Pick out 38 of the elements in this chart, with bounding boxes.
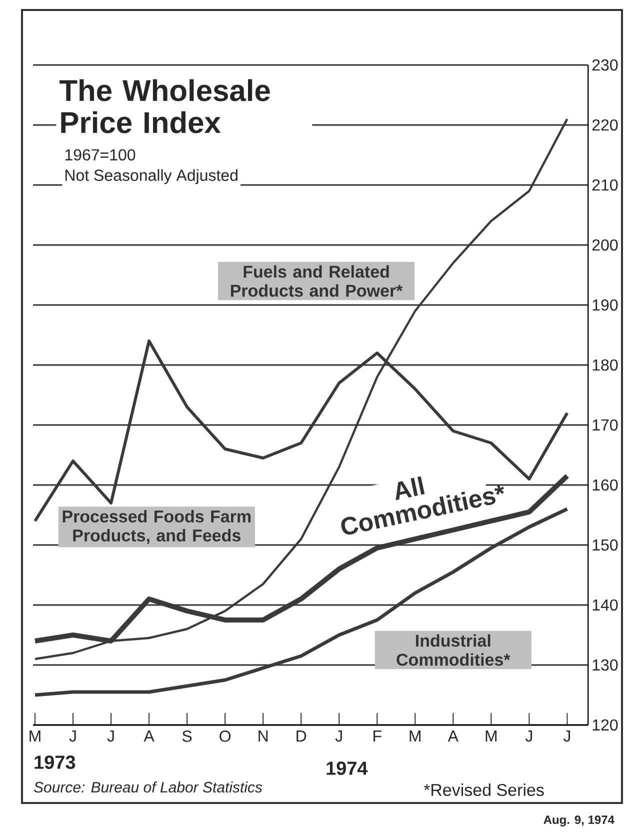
y-tick-label: 150 [592, 539, 618, 551]
text: The Wholesale Price Index [60, 79, 270, 134]
x-tick-label: J [335, 730, 342, 742]
y-tick-label: 130 [592, 659, 618, 671]
series-label: Processed Foods Farm Products, and Feeds [62, 510, 251, 544]
text: 1967=100 [65, 149, 136, 161]
y-tick-label: 210 [592, 179, 618, 191]
x-tick-label: O [220, 730, 231, 742]
text: 1974 [326, 762, 368, 775]
x-tick-label: M [486, 730, 497, 742]
y-tick-label: 170 [592, 419, 618, 431]
annotation: Not Seasonally Adjusted [66, 169, 238, 184]
y-tick-label: 120 [592, 719, 618, 731]
x-tick-label: A [448, 730, 458, 742]
x-tick-label: M [30, 730, 40, 742]
x-tick-label: J [69, 730, 76, 742]
x-tick-label: A [144, 730, 154, 742]
x-tick-label: N [258, 730, 268, 742]
series-label: Industrial Commodities* [396, 634, 510, 666]
x-tick-label: J [525, 730, 532, 742]
y-tick-label: 190 [592, 299, 618, 311]
x-tick-label: F [374, 730, 382, 742]
x-tick-label: J [563, 730, 570, 742]
y-tick-label: 200 [592, 239, 618, 251]
x-tick-label: S [182, 730, 192, 742]
y-tick-label: 220 [592, 119, 618, 131]
x-tick-label: D [296, 730, 306, 742]
y-tick-label: 180 [592, 359, 618, 371]
text: 1973 [34, 756, 76, 770]
x-tick-label: J [107, 730, 114, 742]
y-tick-label: 140 [592, 599, 618, 611]
source-note: Source: Bureau of Labor Statistics [34, 782, 262, 793]
series-label: Fuels and Related Products and Power* [231, 265, 403, 297]
text: Aug. 9, 1974 [544, 816, 614, 826]
y-tick-label: 230 [592, 59, 618, 71]
y-tick-label: 160 [592, 479, 618, 491]
x-tick-label: M [410, 730, 420, 742]
text: *Revised Series [424, 784, 544, 796]
